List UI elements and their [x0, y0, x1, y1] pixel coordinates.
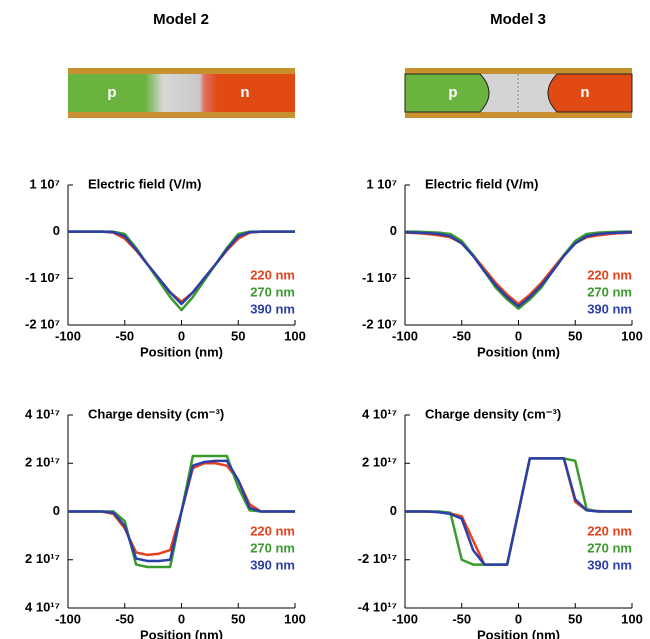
chart-title: Electric field (V/m) [425, 176, 538, 191]
y-tick-label: 0 [390, 503, 397, 518]
n-label: n [240, 84, 249, 101]
x-tick-label: -100 [392, 328, 418, 343]
chart-title: Charge density (cm⁻³) [88, 406, 224, 421]
x-tick-label: 50 [231, 328, 245, 343]
x-tick-label: 50 [568, 328, 582, 343]
x-axis-label: Position (nm) [477, 344, 560, 359]
n-label: n [580, 84, 589, 101]
data-line [404, 230, 633, 308]
y-tick-label: 0 [390, 223, 397, 238]
y-tick-label: 2 10¹⁷ [25, 455, 60, 470]
x-tick-label: 0 [178, 611, 185, 626]
legend-entry: 270 nm [587, 284, 632, 299]
x-axis-label: Position (nm) [140, 344, 223, 359]
x-tick-label: -100 [392, 611, 418, 626]
x-tick-label: -100 [55, 328, 81, 343]
x-tick-label: 100 [621, 611, 643, 626]
y-tick-label: -1 10⁷ [25, 270, 60, 285]
y-tick-label: 4 10¹⁷ [25, 406, 60, 421]
y-tick-label: -1 10⁷ [362, 270, 397, 285]
x-tick-label: 0 [515, 328, 522, 343]
model-3-diagram: Model 3 p n [404, 11, 633, 118]
y-tick-label: 0 [53, 503, 60, 518]
x-axis-label: Position (nm) [140, 627, 223, 639]
x-tick-label: -50 [452, 611, 471, 626]
p-region [404, 73, 490, 113]
data-line [68, 230, 295, 306]
y-tick-label: 0 [53, 223, 60, 238]
data-line [405, 230, 632, 310]
x-tick-label: 50 [568, 611, 582, 626]
legend-entry: 270 nm [250, 284, 295, 299]
data-line [405, 457, 632, 566]
x-tick-label: 50 [231, 611, 245, 626]
panel-title: Model 3 [490, 11, 546, 28]
y-tick-label: -2 10¹⁷ [358, 551, 397, 566]
y-tick-label: 2 10¹⁷ [25, 551, 60, 566]
legend-entry: 390 nm [587, 557, 632, 572]
y-tick-label: 2 10¹⁷ [362, 455, 397, 470]
panel-title: Model 2 [153, 11, 209, 28]
x-tick-label: 100 [621, 328, 643, 343]
x-tick-label: -50 [452, 328, 471, 343]
x-tick-label: -50 [115, 328, 134, 343]
x-tick-label: 100 [284, 328, 306, 343]
chart-title: Charge density (cm⁻³) [425, 406, 561, 421]
y-tick-label: 4 10¹⁷ [362, 406, 397, 421]
legend-entry: 270 nm [250, 540, 295, 555]
y-tick-label: -4 10¹⁷ [358, 599, 397, 614]
y-tick-label: -2 10⁷ [362, 316, 397, 331]
legend-entry: 390 nm [250, 301, 295, 316]
legend-entry: 220 nm [250, 267, 295, 282]
legend-entry: 390 nm [250, 557, 295, 572]
x-tick-label: -50 [115, 611, 134, 626]
x-tick-label: -100 [55, 611, 81, 626]
x-tick-label: 0 [515, 611, 522, 626]
legend-entry: 220 nm [587, 267, 632, 282]
legend-entry: 220 nm [250, 523, 295, 538]
legend-entry: 220 nm [587, 523, 632, 538]
legend-entry: 270 nm [587, 540, 632, 555]
legend-entry: 390 nm [587, 301, 632, 316]
chart-title: Electric field (V/m) [88, 176, 201, 191]
y-tick-label: 1 10⁷ [366, 176, 397, 191]
model-2-diagram: Model 2 p n [68, 11, 295, 118]
x-tick-label: 0 [178, 328, 185, 343]
y-tick-label: 4 10¹⁷ [25, 599, 60, 614]
p-label: p [107, 84, 116, 101]
y-tick-label: 1 10⁷ [29, 176, 60, 191]
p-label: p [448, 84, 457, 101]
device-body [68, 74, 295, 112]
n-region [547, 73, 633, 113]
x-axis-label: Position (nm) [477, 627, 560, 639]
y-tick-label: -2 10⁷ [25, 316, 60, 331]
x-tick-label: 100 [284, 611, 306, 626]
data-line [68, 459, 295, 563]
